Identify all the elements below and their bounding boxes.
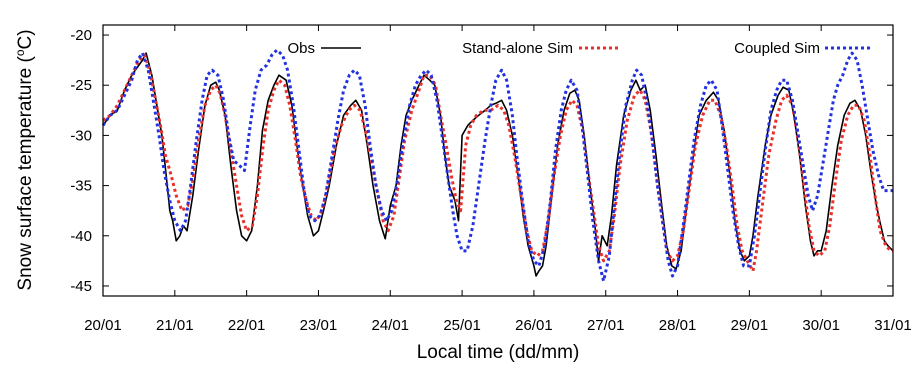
y-tick-label: -40 xyxy=(70,228,92,245)
x-axis-title: Local time (dd/mm) xyxy=(417,342,580,363)
x-tick-label: 22/01 xyxy=(228,317,266,334)
x-tick-label: 31/01 xyxy=(874,317,912,334)
x-tick-label: 27/01 xyxy=(587,317,625,334)
plot-series-group xyxy=(101,48,894,283)
y-tick-label: -30 xyxy=(70,127,92,144)
x-tick-label: 29/01 xyxy=(731,317,769,334)
legend-label-stand-alone-sim: Stand-alone Sim xyxy=(462,40,573,57)
legend: Obs Stand-alone Sim Coupled Sim xyxy=(287,40,870,57)
legend-label-coupled-sim: Coupled Sim xyxy=(734,40,820,57)
y-tick-label: -25 xyxy=(70,77,92,94)
x-tick-label: 23/01 xyxy=(300,317,338,334)
y-tick-label: -20 xyxy=(70,27,92,44)
x-tick-label: 25/01 xyxy=(443,317,481,334)
x-tick-label: 21/01 xyxy=(156,317,194,334)
y-axis-title-degree: o xyxy=(13,49,27,56)
x-tick-label: 24/01 xyxy=(371,317,409,334)
series-line-obs xyxy=(102,52,894,277)
x-tick-label: 30/01 xyxy=(802,317,840,334)
y-axis-title-main: Snow surface temperature ( xyxy=(15,55,36,290)
x-tick-label: 28/01 xyxy=(659,317,697,334)
plot-area-frame xyxy=(102,24,894,297)
x-axis: 20/01 21/01 22/01 23/01 24/01 25/01 26/01 27/01… xyxy=(84,25,912,334)
y-axis-title-unit: C) xyxy=(15,29,36,49)
y-axis-title: Snow surface temperature (oC) xyxy=(13,29,36,290)
x-tick-label: 20/01 xyxy=(84,317,122,334)
series-line-coupled-sim xyxy=(101,48,893,283)
x-tick-label: 26/01 xyxy=(515,317,553,334)
y-tick-label: -45 xyxy=(70,278,92,295)
legend-label-obs: Obs xyxy=(287,40,315,57)
y-tick-label: -35 xyxy=(70,178,92,195)
y-axis: -20 -25 -30 -35 -40 -45 xyxy=(70,27,893,295)
